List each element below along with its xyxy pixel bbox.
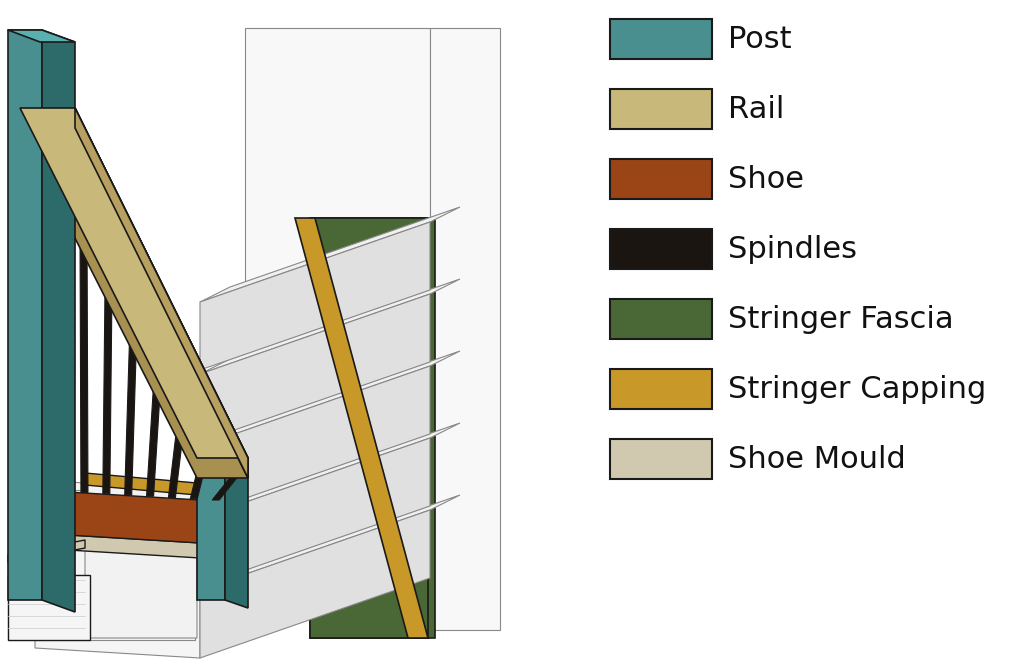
Polygon shape [8, 540, 85, 563]
Polygon shape [200, 294, 430, 442]
Text: Rail: Rail [728, 95, 784, 124]
Polygon shape [200, 279, 460, 374]
Polygon shape [54, 171, 67, 491]
Polygon shape [169, 388, 188, 498]
Bar [610, 19, 712, 59]
Bar [610, 369, 712, 409]
Polygon shape [430, 28, 500, 630]
Text: Spindles: Spindles [728, 235, 857, 264]
Polygon shape [146, 345, 163, 496]
Polygon shape [125, 301, 137, 495]
Polygon shape [8, 490, 195, 640]
Polygon shape [80, 215, 88, 492]
Bar [610, 89, 712, 129]
Text: Shoe Mould: Shoe Mould [728, 444, 906, 473]
Bar [610, 299, 712, 339]
Polygon shape [212, 475, 240, 500]
Text: Stringer Fascia: Stringer Fascia [728, 305, 953, 334]
Polygon shape [75, 108, 248, 478]
Text: Shoe: Shoe [728, 165, 804, 194]
Polygon shape [35, 480, 200, 658]
Bar [610, 159, 712, 199]
Polygon shape [200, 495, 460, 590]
Polygon shape [225, 450, 248, 608]
Text: Post: Post [728, 24, 792, 54]
Polygon shape [310, 218, 428, 638]
Polygon shape [35, 490, 200, 543]
Polygon shape [42, 30, 75, 612]
Text: Stringer Capping: Stringer Capping [728, 375, 986, 403]
Polygon shape [102, 258, 113, 494]
Polygon shape [200, 510, 430, 658]
Polygon shape [30, 128, 44, 490]
Polygon shape [20, 128, 248, 478]
Polygon shape [200, 423, 460, 518]
Polygon shape [200, 351, 460, 446]
Polygon shape [295, 218, 428, 638]
Polygon shape [8, 30, 75, 42]
Polygon shape [8, 30, 42, 600]
Polygon shape [85, 473, 197, 495]
Bar [610, 229, 712, 269]
Polygon shape [200, 438, 430, 586]
Polygon shape [20, 108, 248, 458]
Polygon shape [85, 480, 197, 638]
Polygon shape [197, 450, 225, 600]
Polygon shape [20, 108, 248, 458]
Polygon shape [8, 575, 90, 640]
Polygon shape [190, 432, 214, 499]
Bar [610, 439, 712, 479]
Polygon shape [245, 28, 430, 450]
Polygon shape [310, 218, 435, 638]
Polygon shape [200, 207, 460, 302]
Polygon shape [200, 366, 430, 514]
Polygon shape [200, 222, 430, 370]
Polygon shape [75, 108, 248, 478]
Polygon shape [35, 533, 200, 558]
Polygon shape [197, 450, 248, 458]
